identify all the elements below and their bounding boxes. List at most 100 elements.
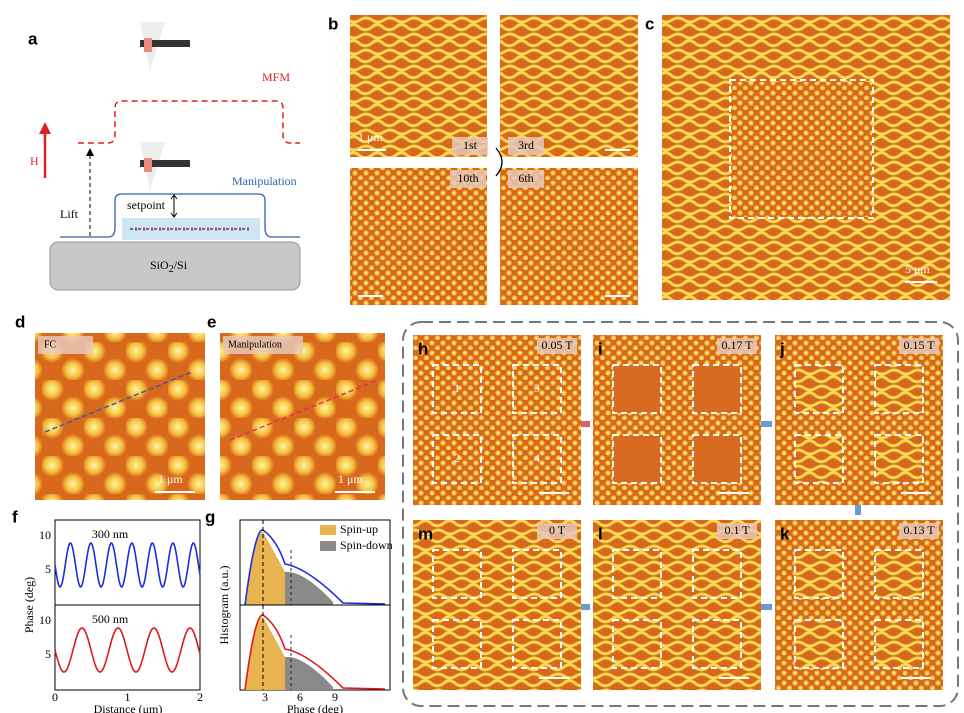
x-tick-label: 2 — [197, 690, 203, 704]
mfm-image — [500, 15, 638, 157]
substrate-sub: 2 — [169, 264, 174, 275]
manipulation-label: Manipulation — [232, 174, 297, 188]
region-label: 3 — [534, 381, 540, 395]
tag-box — [38, 336, 93, 354]
mfm-image — [795, 620, 843, 668]
panel-label: i — [598, 339, 603, 358]
mfm-label: MFM — [262, 70, 290, 84]
step-label: 1st — [463, 138, 478, 152]
tag-box — [508, 170, 544, 188]
substrate-label: SiO2/Si — [150, 258, 188, 276]
area-down — [285, 656, 333, 690]
scale-label: 5 μm — [905, 262, 930, 276]
axes — [54, 604, 201, 691]
x-axis-label: Distance (μm) — [94, 702, 163, 713]
profile-curve — [54, 627, 201, 673]
panel-label: b — [328, 14, 338, 33]
mfm-image — [875, 550, 923, 598]
panel-label: g — [205, 507, 215, 526]
annotation: 300 nm — [92, 527, 129, 541]
mfm-image — [350, 15, 487, 157]
hist-curve — [244, 614, 386, 691]
step-label: 10th — [457, 171, 478, 185]
legend-swatch — [320, 525, 336, 535]
profile-curve — [54, 541, 201, 589]
mfm-image — [35, 333, 205, 500]
y-tick-label: 5 — [45, 647, 51, 661]
dashed-box — [874, 434, 924, 484]
mfm-image — [413, 335, 581, 505]
tag-box — [450, 170, 486, 188]
field-label: H — [30, 154, 39, 168]
mfm-image — [795, 435, 843, 483]
mfm-image — [693, 365, 741, 413]
tag-box — [537, 523, 577, 539]
mfm-image — [613, 550, 661, 598]
panel-label: h — [418, 339, 428, 358]
mfm-image — [613, 620, 661, 668]
region-label: 4 — [534, 451, 540, 465]
tag-box — [717, 338, 757, 354]
dashed-box — [729, 79, 874, 219]
panel-label: f — [12, 507, 18, 526]
field-label: 0.1 T — [724, 523, 750, 537]
dashed-box — [692, 549, 742, 599]
tip — [140, 142, 190, 190]
manipulation-path — [60, 193, 300, 238]
x-axis-label: Phase (deg) — [287, 702, 343, 713]
tag-box — [452, 137, 488, 155]
step-label: 3rd — [518, 138, 534, 152]
y-axis-label: Histogram (a.u.) — [217, 566, 231, 645]
panel-label: m — [418, 524, 433, 543]
dashed-box — [692, 434, 742, 484]
scale-label: 1 μm — [338, 472, 363, 486]
y-tick-label: 10 — [39, 528, 51, 542]
dashed-box — [794, 364, 844, 414]
mfm-image — [220, 333, 385, 500]
y-tick-label: 10 — [39, 613, 51, 627]
dashed-box — [692, 364, 742, 414]
field-label: 0.13 T — [903, 523, 935, 537]
dashed-box — [874, 364, 924, 414]
hist-curve — [244, 529, 386, 606]
setpoint-label: setpoint — [127, 198, 166, 212]
mfm-image — [513, 620, 561, 668]
dashed-box — [512, 364, 562, 414]
annotation: 500 nm — [92, 612, 129, 626]
substrate — [49, 241, 301, 291]
mfm-image — [875, 435, 923, 483]
mfm-image — [513, 550, 561, 598]
dashed-box — [794, 434, 844, 484]
dashed-box — [512, 549, 562, 599]
mfm-path — [78, 100, 300, 144]
field-label: 0.15 T — [903, 338, 935, 352]
field-label: 0.05 T — [541, 338, 573, 352]
mfm-image — [875, 365, 923, 413]
tag-label: FC — [44, 339, 57, 350]
dashed-box — [432, 619, 482, 669]
y-tick-label: 5 — [45, 562, 51, 576]
panel-label: k — [780, 524, 790, 543]
dashed-box — [612, 434, 662, 484]
region-label: 2 — [454, 451, 460, 465]
panel-label: a — [28, 29, 38, 48]
mfm-image — [795, 550, 843, 598]
area-up — [245, 531, 285, 605]
profile-line — [229, 379, 379, 441]
setpoint-arrow — [170, 194, 178, 218]
dashed-box — [874, 549, 924, 599]
legend-swatch — [320, 541, 336, 551]
tag-label: Manipulation — [228, 339, 282, 350]
step-label: 6th — [518, 171, 533, 185]
mfm-image — [693, 550, 741, 598]
tag-box — [537, 338, 577, 354]
mfm-image — [795, 365, 843, 413]
panel-label: j — [779, 339, 785, 358]
area-down — [285, 571, 333, 605]
field-label: 0.17 T — [721, 338, 753, 352]
frame — [402, 321, 959, 707]
dashed-box — [432, 434, 482, 484]
mfm-image — [613, 365, 661, 413]
dashed-box — [512, 434, 562, 484]
